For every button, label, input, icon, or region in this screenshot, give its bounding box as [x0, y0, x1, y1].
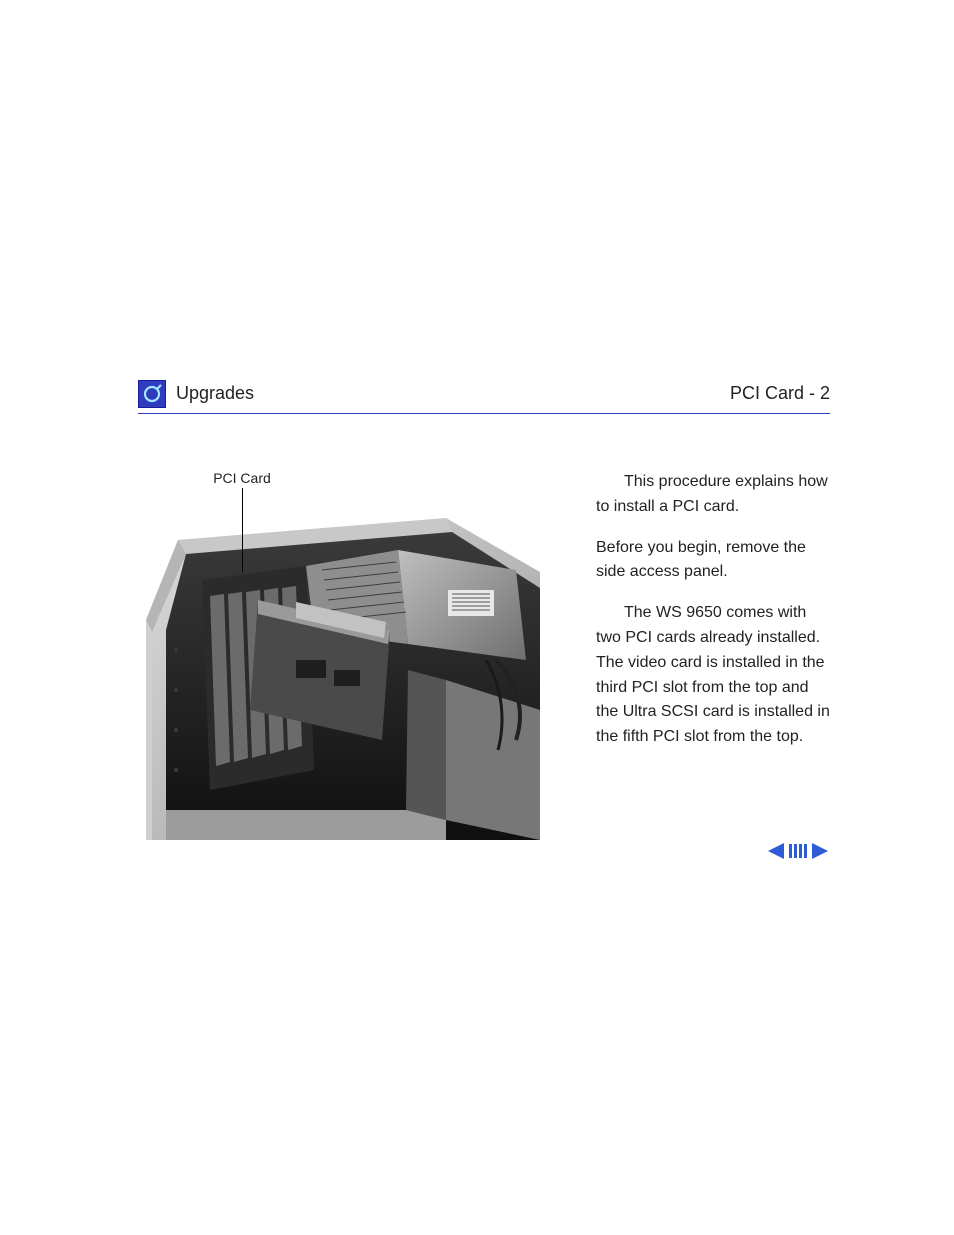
paragraph-3: The WS 9650 comes with two PCI cards alr…	[596, 601, 830, 750]
figure-leader-line	[242, 488, 243, 510]
figure: PCI Card	[146, 470, 540, 840]
figure-callout-label: PCI Card	[202, 470, 282, 486]
page-label: PCI Card - 2	[730, 383, 830, 404]
section-title: Upgrades	[176, 383, 254, 404]
document-page: Upgrades PCI Card - 2 PCI Card	[0, 0, 954, 1235]
figure-image	[146, 510, 540, 840]
content-area: PCI Card	[146, 470, 830, 840]
prev-page-icon[interactable]	[768, 842, 786, 860]
next-page-icon[interactable]	[810, 842, 828, 860]
paragraph-2: Before you begin, remove the side access…	[596, 536, 830, 586]
service-source-icon	[138, 380, 166, 408]
header-left-group: Upgrades	[138, 380, 254, 408]
page-nav	[768, 842, 828, 860]
body-text-column: This procedure explains how to install a…	[596, 470, 830, 840]
toc-icon[interactable]	[789, 844, 807, 858]
page-header: Upgrades PCI Card - 2	[138, 380, 830, 414]
paragraph-1: This procedure explains how to install a…	[596, 470, 830, 520]
